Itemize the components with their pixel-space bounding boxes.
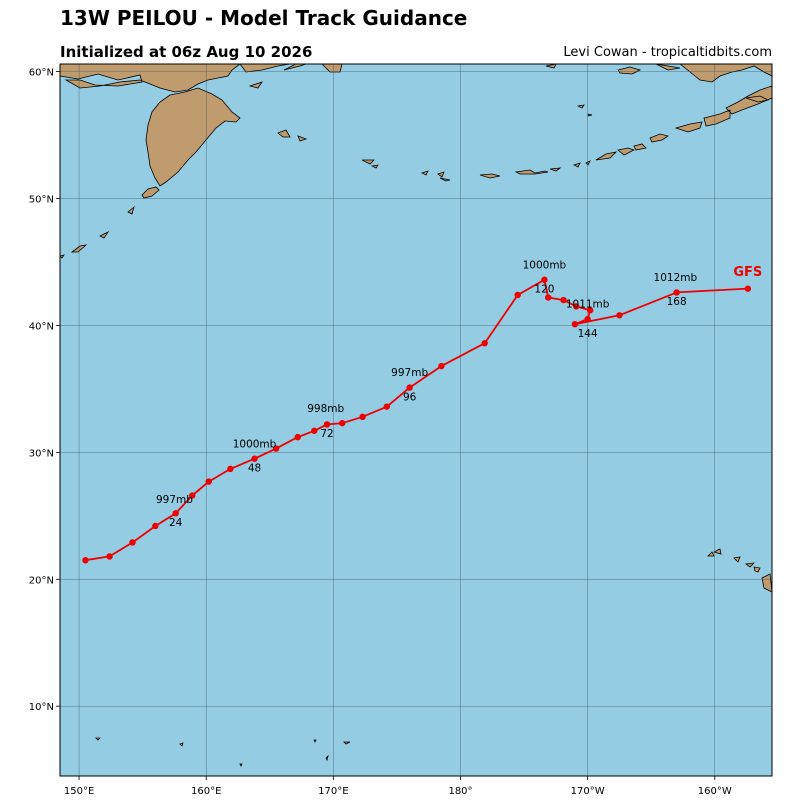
track-point (129, 539, 136, 546)
track-point (673, 289, 680, 296)
y-tick-label: 30°N (29, 448, 54, 459)
x-tick-label: 170°E (318, 786, 348, 797)
ocean-background (60, 64, 772, 776)
x-tick-label: 160°E (191, 786, 221, 797)
map-frame (59, 63, 773, 777)
track-point (383, 403, 390, 410)
track-point (545, 294, 552, 301)
landmasses (60, 64, 772, 767)
land-kurils (60, 186, 160, 259)
track-point (205, 478, 212, 485)
track-point (152, 522, 159, 530)
land-aleutians (361, 85, 772, 182)
track-point (584, 315, 591, 323)
forecast-hour-label: 48 (248, 462, 261, 474)
forecast-hour-label: 96 (403, 391, 417, 403)
track-point (323, 421, 331, 428)
track-point (311, 427, 318, 434)
y-tick-label: 10°N (29, 702, 54, 713)
track-point (586, 307, 594, 314)
pressure-label: 997mb (156, 494, 193, 506)
pressure-label: 1000mb (523, 259, 567, 271)
land-islets (95, 737, 351, 767)
track-point (359, 413, 366, 421)
x-tick-label: 150°E (64, 786, 94, 797)
land-commander-islands (277, 129, 308, 142)
pressure-label: 1011mb (566, 299, 610, 311)
land-chukotka (239, 64, 343, 89)
gfs-track (82, 276, 752, 564)
y-tick-label: 40°N (29, 321, 54, 332)
pressure-label: 1000mb (233, 438, 277, 450)
axis-ticks: 150°E 160°E 170°E 180° 170°W 160°W 10°N 20°N 30°… (29, 68, 732, 797)
track-point (294, 433, 301, 441)
track-point (573, 303, 580, 310)
forecast-hour-label: 24 (169, 517, 183, 529)
track-point (172, 510, 179, 517)
track-annotations: 997mb 1000mb 998mb 997mb 1000mb 1011mb 1012mb 2… (156, 259, 762, 529)
pressure-label: 998mb (307, 403, 344, 415)
forecast-hour-label: 120 (534, 283, 554, 295)
track-point (82, 557, 89, 564)
track-point (106, 553, 113, 560)
track-point (339, 419, 346, 427)
land-kamchatka (60, 64, 241, 187)
track-point (272, 445, 280, 452)
track-point (541, 276, 548, 283)
y-tick-label: 50°N (29, 195, 54, 206)
track-point (251, 455, 258, 462)
land-alaska (545, 64, 772, 103)
lat-lon-grid (60, 64, 772, 776)
x-tick-label: 160°W (698, 786, 732, 797)
x-tick-label: 180° (448, 786, 472, 797)
track-point (481, 340, 488, 347)
track-point (616, 312, 623, 319)
forecast-hour-label: 168 (667, 296, 687, 308)
forecast-hour-label: 72 (320, 428, 333, 440)
y-tick-label: 60°N (29, 68, 54, 79)
pressure-label: 1012mb (654, 272, 698, 284)
init-time-subtitle: Initialized at 06z Aug 10 2026 (60, 43, 313, 61)
pressure-label: 997mb (391, 367, 428, 379)
land-hawaii (707, 548, 772, 593)
credit-label: Levi Cowan - tropicaltidbits.com (563, 45, 772, 60)
track-point (406, 384, 413, 391)
track-point (189, 492, 196, 499)
track-point (514, 291, 521, 299)
track-point (438, 362, 445, 370)
forecast-hour-label: 144 (578, 328, 598, 340)
track-point (560, 296, 567, 304)
track-point (227, 465, 234, 473)
model-name-label: GFS (733, 265, 762, 280)
x-tick-label: 170°W (571, 786, 605, 797)
y-tick-label: 20°N (29, 575, 54, 586)
chart-title: 13W PEILOU - Model Track Guidance (60, 6, 468, 30)
track-point (571, 320, 579, 328)
track-point (744, 285, 752, 292)
